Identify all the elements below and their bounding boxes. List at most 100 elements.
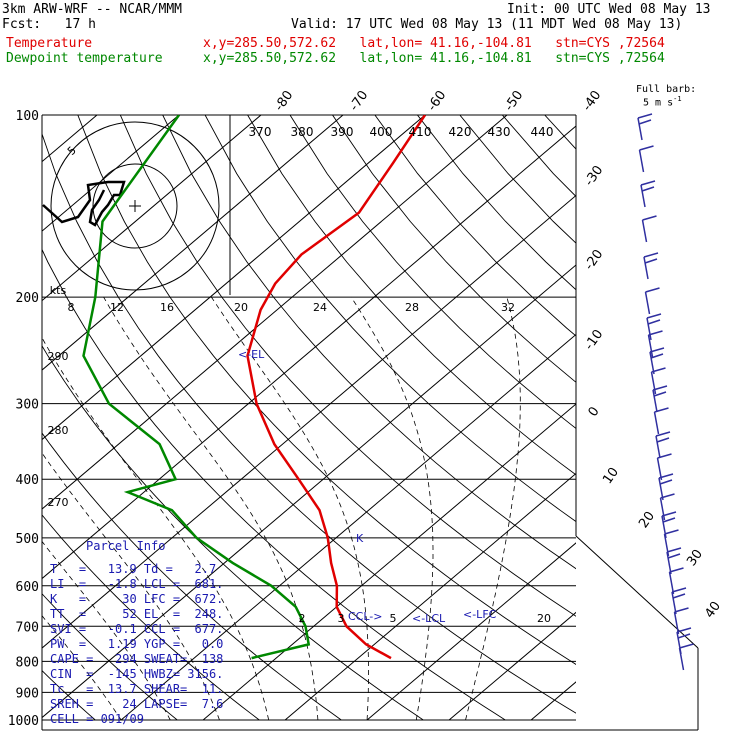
parcel-row: PW = 1.19 YGP = 0.0 bbox=[50, 637, 224, 651]
theta-label: 290 bbox=[48, 350, 69, 363]
parcel-info-title: Parcel Info bbox=[86, 539, 166, 553]
dry-adiabat-line bbox=[332, 115, 576, 383]
isotherm-label: -50 bbox=[502, 88, 526, 114]
mixing-ratio-label: 2 bbox=[299, 612, 306, 625]
isotherm-label: 30 bbox=[684, 547, 706, 569]
parcel-row: LI = -1.8 LCL = 681. bbox=[50, 577, 224, 591]
isotherm-label: -20 bbox=[582, 247, 606, 273]
wind-barb-flag bbox=[660, 493, 675, 499]
wind-barb bbox=[652, 389, 658, 413]
wind-barb bbox=[658, 477, 664, 501]
wind-barb bbox=[643, 256, 649, 280]
isotherm-line bbox=[42, 115, 344, 371]
wind-barb-flag bbox=[659, 479, 673, 485]
skew-grid bbox=[0, 115, 740, 721]
dry-adiabat-line bbox=[77, 115, 576, 665]
el-annotation: <-EL bbox=[238, 348, 265, 361]
wind-barb bbox=[637, 117, 643, 141]
wind-barb-flag bbox=[645, 287, 660, 293]
isotherm-line bbox=[42, 115, 426, 441]
wind-barb-flag bbox=[672, 593, 686, 599]
dry-adiabat-line bbox=[162, 115, 576, 570]
wind-barb bbox=[678, 647, 685, 671]
wind-barb-flag bbox=[662, 517, 676, 523]
wind-barb-flag bbox=[655, 431, 671, 437]
pressure-tick-label: 800 bbox=[16, 655, 39, 670]
dry-adiabat-line bbox=[544, 115, 576, 150]
parcel-info-panel: Parcel Info T = 13.9 Td = 2.7 LI = -1.8 … bbox=[42, 537, 236, 737]
hodograph-trace bbox=[42, 180, 126, 227]
mixing-ratio-label: 3 bbox=[338, 612, 345, 625]
wind-barb bbox=[659, 497, 666, 521]
parcel-row: Tc = 13.7 SHEAR= 11. bbox=[50, 682, 224, 696]
parcel-row: CELL = 091/09 bbox=[50, 712, 144, 726]
theta-label: 270 bbox=[48, 496, 69, 509]
isotherm-label: -70 bbox=[347, 88, 371, 114]
wind-barb-flag bbox=[669, 567, 684, 573]
wind-barb-flag bbox=[639, 145, 654, 151]
wind-barbs bbox=[637, 113, 694, 671]
wind-barb-flag bbox=[674, 607, 689, 613]
dry-adiabat-line bbox=[587, 115, 740, 720]
wind-speed-axis-label: 12 bbox=[110, 301, 124, 314]
wind-barb-flag bbox=[676, 627, 692, 633]
isotherm-line bbox=[284, 472, 576, 721]
isotherm-label: 20 bbox=[636, 509, 658, 531]
dry-adiabat-line bbox=[42, 132, 576, 714]
isotherm-line bbox=[42, 264, 576, 719]
wind-barb-flag bbox=[643, 252, 659, 258]
dry-adiabat-line bbox=[42, 248, 506, 721]
wind-barb-flag bbox=[649, 347, 665, 353]
pressure-tick-label: 900 bbox=[16, 686, 39, 701]
dry-adiabat-line bbox=[42, 593, 178, 721]
wind-barb bbox=[647, 334, 654, 358]
isotherm-line bbox=[42, 194, 576, 649]
wind-barb-flag bbox=[664, 529, 679, 535]
valid-time: Valid: 17 UTC Wed 08 May 13 (11 MDT Wed … bbox=[291, 17, 683, 32]
isotherm-line bbox=[448, 611, 576, 721]
dewpoint-station-info: x,y=285.50,572.62 lat,lon= 41.16,-104.81… bbox=[203, 51, 665, 66]
barb-legend-units: 5 m s-1 bbox=[643, 95, 682, 109]
theta-e-label: 430 bbox=[488, 125, 511, 139]
axis-labels: -80 -70 -60 -50 -40 -30 -20 -10 0 10 20 30 40 370 380 3… bbox=[48, 88, 725, 625]
isotherm-label: -40 bbox=[580, 88, 604, 114]
forecast-hour: Fcst: 17 h bbox=[2, 17, 96, 32]
mixing-ratio-label: 20 bbox=[537, 612, 551, 625]
wind-barb bbox=[641, 219, 648, 243]
dry-adiabat-line bbox=[204, 115, 576, 523]
isotherm-line bbox=[42, 115, 508, 510]
theta-e-label: 410 bbox=[409, 125, 432, 139]
dry-adiabat-line bbox=[42, 514, 260, 721]
theta-e-label: 380 bbox=[291, 125, 314, 139]
wind-barb-flag bbox=[679, 643, 694, 649]
wind-barb-flag bbox=[640, 180, 656, 186]
wind-speed-axis-label: 28 bbox=[405, 301, 419, 314]
wind-barb-flag bbox=[654, 407, 669, 413]
isotherm-label: 10 bbox=[600, 465, 622, 487]
theta-e-label: 370 bbox=[249, 125, 272, 139]
sounding-profiles bbox=[82, 115, 427, 660]
pressure-tick-label: 600 bbox=[16, 580, 39, 595]
parcel-row: SVI = -0.1 CCL = 677. bbox=[50, 622, 224, 636]
isotherm-line bbox=[366, 542, 576, 721]
wind-speed-axis-label: 20 bbox=[234, 301, 248, 314]
isotherm-label: 40 bbox=[702, 599, 724, 621]
temperature-legend: Temperature bbox=[6, 36, 93, 51]
theta-e-label: 440 bbox=[531, 125, 554, 139]
wind-barb-flag bbox=[661, 511, 677, 517]
isotherm-label: -30 bbox=[582, 163, 606, 189]
parcel-row: K = 30 LFC = 672. bbox=[50, 592, 224, 606]
wind-speed-axis-label: 8 bbox=[68, 301, 75, 314]
wind-barb bbox=[653, 411, 660, 435]
hodograph: 5 bbox=[42, 121, 220, 291]
dry-adiabat-line bbox=[672, 115, 740, 720]
wind-barb bbox=[666, 551, 672, 575]
wind-barb bbox=[655, 435, 661, 459]
dewpoint-legend: Dewpoint temperature bbox=[6, 51, 163, 66]
dry-adiabat-line bbox=[0, 115, 13, 720]
isotherm-line bbox=[42, 115, 180, 232]
mixing-ratio-label: 5 bbox=[390, 612, 397, 625]
wind-speed-axis-label: kts bbox=[50, 284, 67, 297]
lcl-annotation: <-LCL bbox=[412, 612, 446, 625]
